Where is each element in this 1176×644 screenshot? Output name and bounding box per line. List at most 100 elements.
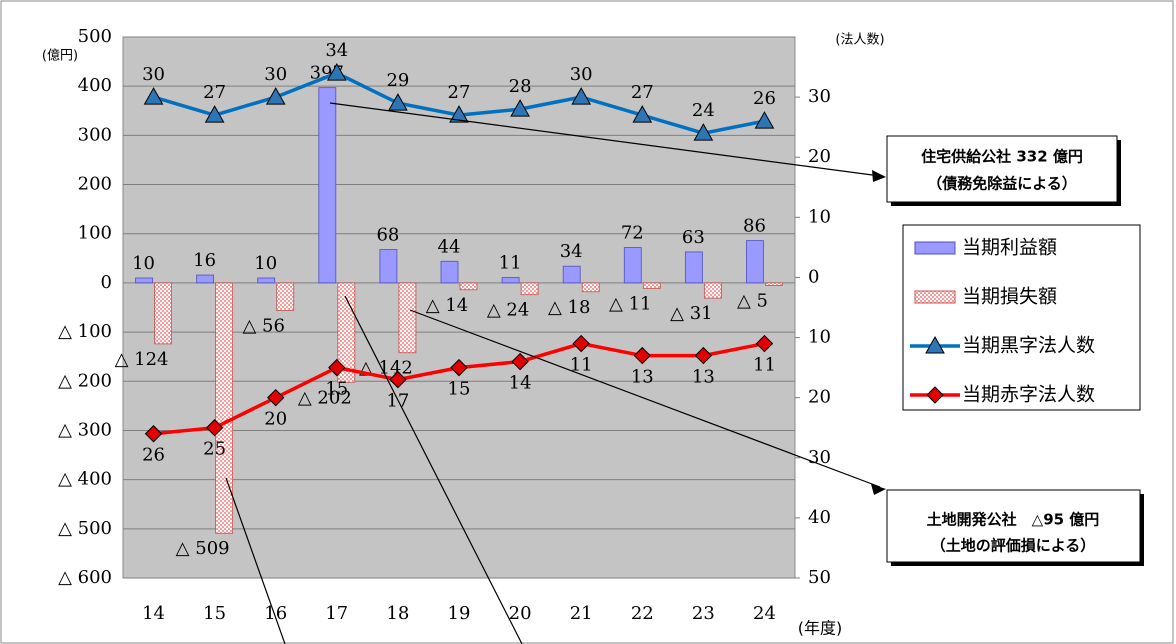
x-tick-label: 21	[570, 603, 593, 624]
legend-label: 当期利益額	[962, 237, 1057, 259]
bar	[562, 265, 581, 284]
y-tick-label: △ 300	[58, 419, 112, 440]
bar	[703, 282, 722, 299]
data-label: 27	[203, 82, 226, 103]
data-label: 20	[264, 409, 287, 430]
y2-axis-label: (法人数)	[835, 33, 884, 48]
y-tick-label: △ 400	[58, 469, 112, 490]
legend-swatch	[914, 241, 956, 255]
x-tick-label: 14	[142, 603, 165, 624]
data-label: 13	[692, 367, 715, 388]
marker	[572, 334, 590, 353]
data-label: △ 18	[548, 297, 590, 318]
data-label: △ 31	[670, 303, 712, 324]
callout-text: 住宅供給公社 332 億円	[921, 148, 1083, 166]
marker	[926, 386, 944, 404]
y-tick-label: △ 100	[58, 321, 112, 342]
x-tick-label: 17	[325, 603, 348, 624]
data-label: 63	[682, 227, 705, 248]
bar	[684, 251, 703, 284]
bar	[379, 249, 398, 284]
marker	[388, 93, 408, 111]
y-tick-label: 300	[78, 124, 112, 145]
y-tick-label: △ 200	[58, 370, 112, 391]
x-tick-label: 20	[509, 603, 532, 624]
data-label: 68	[376, 224, 399, 245]
data-label: △ 5	[737, 290, 768, 311]
marker	[925, 335, 945, 354]
data-label: 29	[386, 70, 409, 91]
x-tick-label: 19	[448, 603, 471, 624]
callout-text: 土地開発公社 △95 億円	[927, 511, 1100, 529]
bar	[276, 282, 295, 311]
y-tick-label: 200	[78, 174, 112, 195]
marker	[143, 87, 164, 105]
y-tick-label: 100	[78, 223, 112, 244]
bar	[398, 282, 417, 354]
bar	[746, 240, 764, 284]
marker	[693, 123, 714, 141]
data-label: 15	[325, 379, 348, 400]
marker	[389, 370, 407, 389]
data-label: 14	[509, 373, 532, 394]
marker	[326, 63, 347, 81]
callout-text: （土地の評価損による）	[931, 537, 1096, 555]
data-label: 11	[753, 355, 776, 376]
bar	[215, 282, 234, 534]
legend-swatch	[914, 290, 956, 304]
y-tick-label: 0	[101, 272, 112, 293]
y2-tick-label: 20	[808, 387, 831, 408]
marker	[265, 87, 286, 105]
data-label: 27	[631, 82, 654, 103]
legend-label: 当期赤字法人数	[962, 384, 1095, 406]
data-label: 10	[132, 253, 155, 274]
data-label: △ 202	[298, 387, 352, 408]
marker	[328, 358, 346, 377]
y-tick-label: △ 600	[58, 567, 112, 588]
data-label: △ 124	[115, 349, 169, 370]
bar	[154, 282, 172, 345]
x-tick-label: 24	[753, 603, 776, 624]
data-label: 86	[743, 216, 766, 237]
y-tick-label: △ 500	[58, 518, 112, 539]
x-tick-label: 18	[386, 603, 409, 624]
data-label: △ 11	[609, 293, 651, 314]
callout-text: （債務免除益による）	[927, 175, 1077, 193]
bar	[520, 282, 539, 296]
y2-tick-label: 10	[808, 327, 831, 348]
marker	[144, 425, 163, 443]
x-tick-label: 22	[631, 603, 654, 624]
marker	[510, 99, 530, 117]
marker	[449, 105, 469, 123]
bar	[318, 87, 337, 284]
y-tick-label: 400	[78, 75, 112, 96]
bar	[196, 274, 215, 284]
bar	[257, 277, 276, 284]
marker	[205, 419, 224, 437]
y2-tick-label: 30	[808, 447, 831, 468]
data-label: 26	[753, 88, 776, 109]
y2-tick-label: 10	[808, 206, 831, 227]
legend-label: 当期損失額	[962, 286, 1057, 308]
x-tick-label: 15	[203, 603, 226, 624]
bar	[765, 282, 783, 286]
y2-tick-label: 20	[808, 146, 831, 167]
bar	[440, 260, 459, 284]
data-label: 26	[142, 445, 165, 466]
data-label: △ 14	[426, 295, 468, 316]
legend-box	[902, 224, 1141, 411]
marker	[267, 388, 285, 407]
data-label: 44	[438, 236, 461, 257]
data-label: 24	[692, 100, 715, 121]
bar	[642, 282, 661, 289]
marker	[511, 352, 529, 371]
marker	[450, 358, 468, 377]
marker	[755, 334, 774, 353]
x-tick-label: 16	[264, 603, 287, 624]
bar	[501, 277, 520, 284]
data-label: 30	[570, 64, 593, 85]
y-tick-label: 500	[78, 26, 112, 47]
data-label: 72	[621, 222, 644, 243]
data-label: 15	[448, 379, 471, 400]
arrow-head	[872, 170, 886, 182]
